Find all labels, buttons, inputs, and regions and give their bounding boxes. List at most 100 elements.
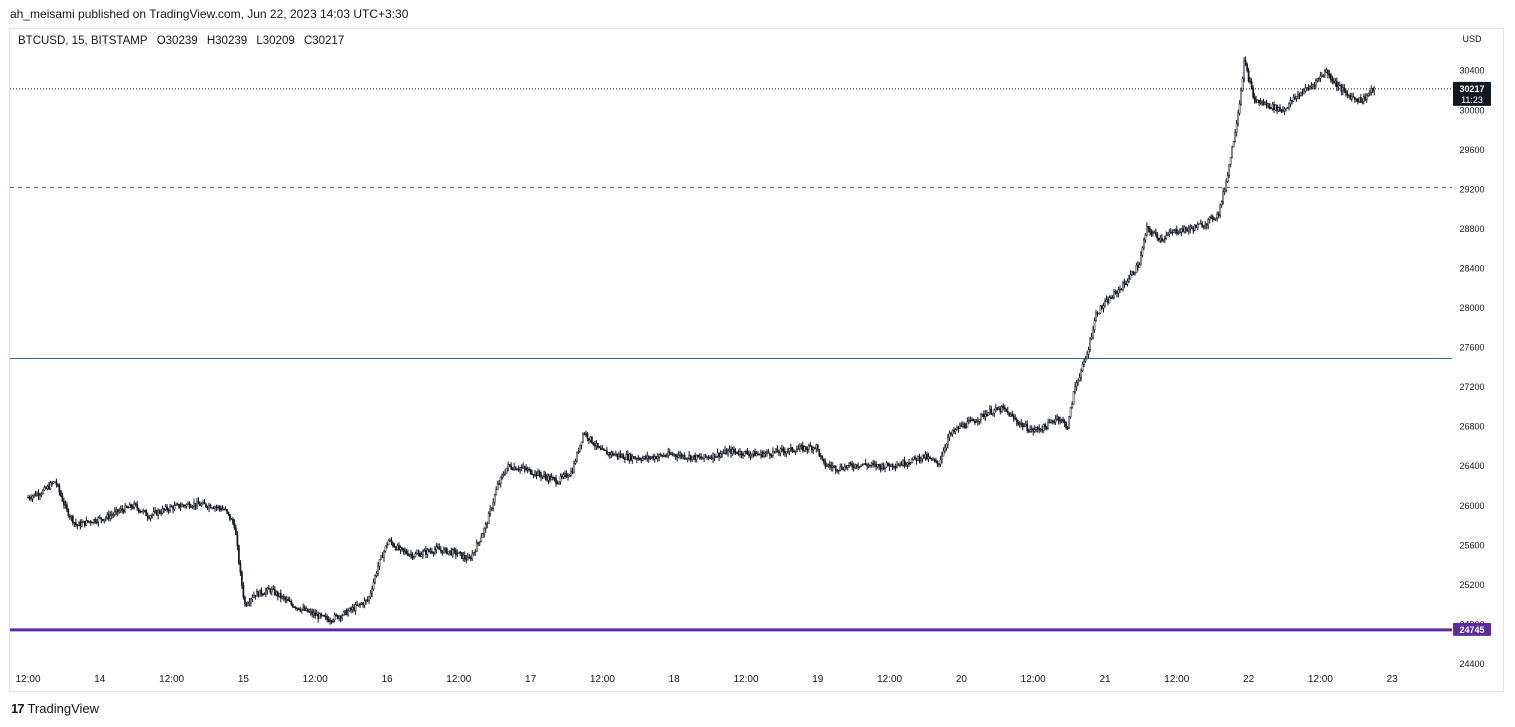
candle-body [205, 503, 207, 507]
candle-body [546, 476, 548, 481]
candle-body [640, 459, 643, 461]
candle-body [380, 555, 382, 560]
candle-body [612, 452, 614, 456]
candle-body [492, 502, 495, 509]
candle-body [61, 495, 64, 502]
x-tick-label: 14 [94, 674, 106, 685]
candle-body [402, 548, 405, 551]
candle-body [1334, 81, 1337, 83]
candle-body [933, 459, 936, 462]
candle-body [1017, 421, 1020, 425]
candle-body [1119, 288, 1121, 291]
candle-body [1152, 232, 1154, 235]
candle-body [727, 450, 729, 455]
candle-body [618, 454, 620, 457]
candle-body [1255, 99, 1257, 103]
candle-body [1346, 91, 1349, 96]
candle-body [529, 469, 532, 475]
candle-body [416, 553, 418, 555]
candle-body [398, 545, 400, 550]
candle-body [1002, 406, 1005, 409]
candle-body [1087, 349, 1090, 355]
candle-body [1108, 297, 1111, 304]
candle-body [157, 510, 159, 516]
candle-body [393, 545, 396, 548]
candle-body [429, 550, 432, 553]
candle-body [1306, 87, 1308, 89]
candle-body [840, 466, 843, 470]
candle-body [261, 593, 264, 596]
candle-body [1210, 215, 1213, 218]
candle-body [438, 547, 441, 551]
close-value: C30217 [303, 35, 345, 47]
candle-body [785, 451, 788, 454]
candle-body [83, 521, 86, 526]
candle-body [390, 539, 393, 544]
candle-body [311, 611, 314, 615]
candle-body [550, 477, 553, 481]
y-tick-label: 30400 [1459, 66, 1484, 76]
candle-body [1006, 410, 1009, 413]
candle-body [1123, 282, 1126, 285]
candle-body [1271, 104, 1274, 109]
candle-body [1178, 232, 1181, 234]
candle-body [486, 523, 489, 525]
candle-body [454, 550, 457, 555]
candle-body [1219, 204, 1222, 216]
candle-body [179, 506, 182, 508]
candle-body [748, 453, 750, 456]
candle-body [1277, 107, 1280, 112]
candle-body [1174, 228, 1177, 231]
candle-body [1250, 81, 1253, 89]
candle-body [245, 603, 248, 606]
brand-name: TradingView [27, 701, 100, 716]
candle-body [1307, 87, 1310, 89]
candle-body [709, 457, 711, 459]
candle-body [158, 510, 161, 514]
candle-body [804, 446, 807, 450]
candle-body [1175, 228, 1178, 234]
candle-body [1163, 238, 1166, 240]
candle-body [109, 515, 112, 519]
candle-body [775, 448, 777, 453]
candle-body [1247, 70, 1250, 82]
candle-body [746, 451, 749, 455]
candle-body [336, 614, 339, 619]
candle-body [191, 506, 194, 508]
candle-body [1327, 69, 1329, 75]
candle-body [534, 471, 536, 476]
candle-body [1146, 226, 1148, 236]
candle-body [845, 466, 848, 468]
horizontal-lines-layer [10, 88, 1452, 632]
candle-body [462, 555, 465, 559]
footer-brand[interactable]: 17 TradingView [11, 701, 99, 716]
candle-body [1051, 420, 1054, 423]
candle-body [833, 465, 836, 468]
candle-body [1349, 95, 1352, 100]
x-tick-label: 17 [525, 674, 537, 685]
candle-body [522, 466, 524, 468]
candle-body [864, 463, 867, 466]
candle-body [1328, 74, 1331, 76]
candle-body [423, 549, 426, 552]
y-tick-label: 26400 [1459, 461, 1484, 471]
candle-body [908, 462, 910, 465]
candle-body [763, 453, 765, 457]
candle-body [979, 413, 982, 420]
price-label-badge [1453, 81, 1491, 106]
candle-body [1362, 96, 1365, 102]
candle-body [1156, 234, 1159, 239]
candle-body [782, 448, 785, 452]
candle-body [1350, 96, 1353, 100]
candle-body [770, 455, 773, 457]
candle-body [827, 464, 830, 467]
candle-body [532, 474, 535, 476]
candle-body [1187, 228, 1190, 232]
candle-body [595, 443, 598, 447]
candle-body [1199, 223, 1202, 225]
candle-body [375, 572, 378, 576]
candle-body [585, 433, 587, 435]
candle-body [273, 588, 276, 595]
y-tick-label: 27200 [1459, 382, 1484, 392]
